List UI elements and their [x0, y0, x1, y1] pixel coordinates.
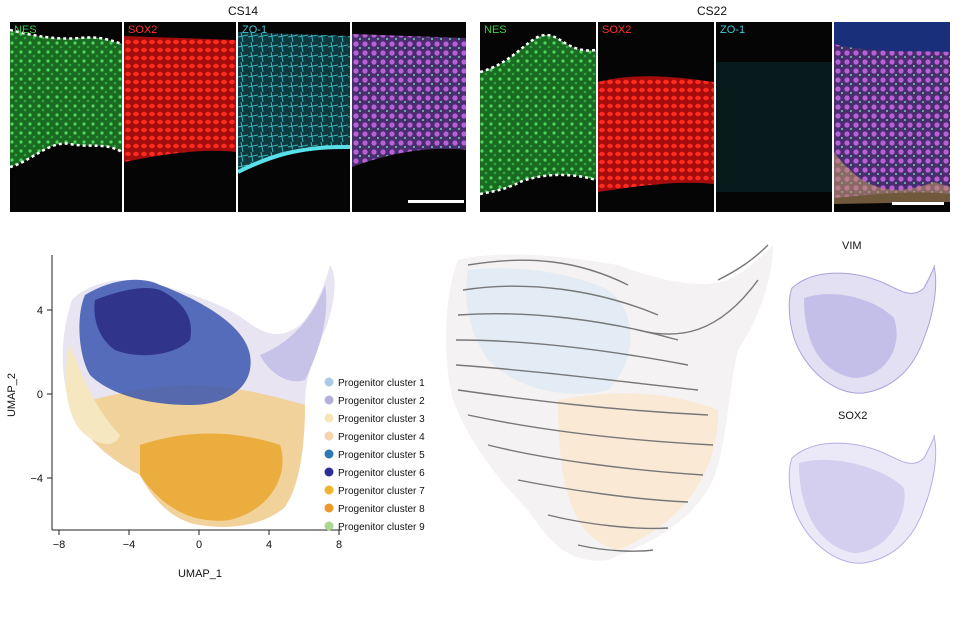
legend-swatch: [324, 485, 334, 495]
cs22-nes-panel: NES: [480, 22, 596, 212]
stream-line: [487, 444, 704, 476]
cs14-nes-panel: NES: [10, 22, 122, 212]
cs14-sox2-image: [124, 36, 236, 162]
legend-label: Progenitor cluster 7: [338, 486, 425, 497]
cs14-nes-image: [10, 28, 122, 169]
cs22-nes-label: NES: [484, 24, 507, 36]
legend-swatch: [324, 413, 334, 423]
x-tick-label: 8: [336, 539, 342, 551]
stream-line: [637, 279, 759, 335]
cs14-zo1-label: ZO-1: [242, 24, 268, 36]
x-tick-label: −8: [53, 539, 66, 551]
stream-line: [547, 514, 669, 530]
cs14-merge-panel: [352, 22, 466, 212]
stream-line: [462, 285, 659, 316]
cs22-zo1-label: ZO-1: [720, 24, 746, 36]
umap-ylabel: UMAP_2: [6, 373, 18, 417]
legend-label: Progenitor cluster 1: [338, 378, 425, 389]
cs22-scale-bar: [892, 202, 944, 205]
cs22-zo1-panel: ZO-1: [716, 22, 832, 212]
legend-swatch: [324, 377, 334, 387]
velocity-stream-plot: [446, 244, 773, 561]
legend-label: Progenitor cluster 3: [338, 414, 425, 425]
cs14-sox2-panel: SOX2: [124, 22, 236, 212]
stream-cloud: [446, 245, 773, 561]
feature-title-vim: VIM: [842, 240, 862, 252]
stream-line: [467, 414, 714, 446]
legend-label: Progenitor cluster 6: [338, 468, 425, 479]
x-tick-label: 0: [196, 539, 202, 551]
umap-xlabel: UMAP_1: [178, 568, 222, 580]
sox2-expression-plot: [788, 434, 937, 564]
legend-label: Progenitor cluster 5: [338, 450, 425, 461]
stream-line: [455, 364, 699, 391]
cs14-merge-image: [352, 34, 466, 167]
cs22-merge-image: [834, 22, 950, 204]
legend-swatch: [324, 521, 334, 531]
y-tick-label: −4: [30, 473, 43, 485]
umap-scatter-plot: UMAP_1 UMAP_2 −8 −4 0 4 8 4 0 −4 Progeni…: [6, 255, 425, 580]
cs14-zo1-panel: ZO-1: [238, 22, 350, 212]
cs14-zo1-image: [238, 32, 350, 174]
cluster-legend: Progenitor cluster 1 Progenitor cluster …: [324, 377, 425, 533]
x-tick-label: 4: [266, 539, 272, 551]
stream-line: [457, 389, 709, 416]
cs22-merge-panel: [834, 22, 950, 212]
stream-line: [467, 259, 629, 286]
legend-swatch: [324, 431, 334, 441]
umap-scatter-cloud: [62, 265, 335, 527]
legend-swatch: [324, 395, 334, 405]
cs14-sox2-label: SOX2: [128, 24, 158, 36]
legend-label: Progenitor cluster 4: [338, 432, 425, 443]
legend-swatch: [324, 467, 334, 477]
cs14-scale-bar: [408, 200, 464, 203]
stream-lines: [455, 244, 769, 552]
y-tick-label: 0: [37, 389, 43, 401]
cs22-sox2-panel: SOX2: [598, 22, 714, 212]
legend-swatch: [324, 449, 334, 459]
stream-line: [455, 339, 689, 366]
cs22-zo1-image: [716, 62, 832, 192]
legend-label: Progenitor cluster 9: [338, 522, 425, 533]
cs14-nes-label: NES: [14, 24, 37, 36]
legend-label: Progenitor cluster 2: [338, 396, 425, 407]
x-tick-label: −4: [123, 539, 136, 551]
vim-expression-plot: [788, 264, 937, 394]
stream-line: [517, 479, 689, 503]
stage-title-cs14: CS14: [228, 4, 259, 18]
cs22-sox2-image: [598, 76, 714, 192]
cs22-nes-image: [480, 33, 596, 196]
stream-line: [577, 544, 654, 552]
feature-title-sox2: SOX2: [838, 410, 868, 422]
cs22-sox2-label: SOX2: [602, 24, 632, 36]
y-tick-label: 4: [37, 305, 43, 317]
legend-swatch: [324, 503, 334, 513]
legend-label: Progenitor cluster 8: [338, 504, 425, 515]
umap-axes: [51, 255, 342, 531]
stage-title-cs22: CS22: [697, 4, 728, 18]
stream-line: [717, 244, 769, 281]
